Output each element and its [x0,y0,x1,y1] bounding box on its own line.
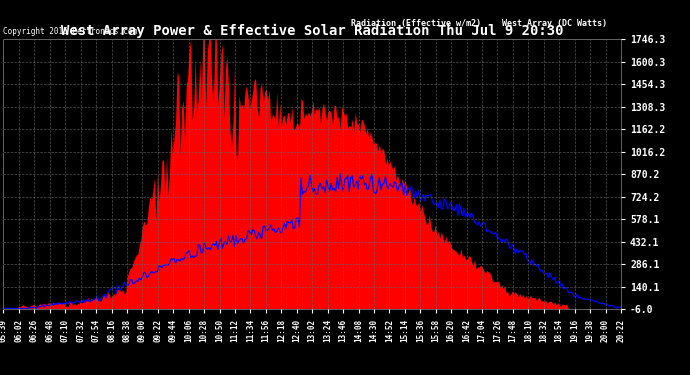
Text: West Array (DC Watts): West Array (DC Watts) [502,19,607,28]
Title: West Array Power & Effective Solar Radiation Thu Jul 9 20:30: West Array Power & Effective Solar Radia… [61,24,564,38]
Text: Radiation (Effective w/m2): Radiation (Effective w/m2) [351,19,481,28]
Text: Copyright 2015 Certronics.com: Copyright 2015 Certronics.com [3,27,137,36]
